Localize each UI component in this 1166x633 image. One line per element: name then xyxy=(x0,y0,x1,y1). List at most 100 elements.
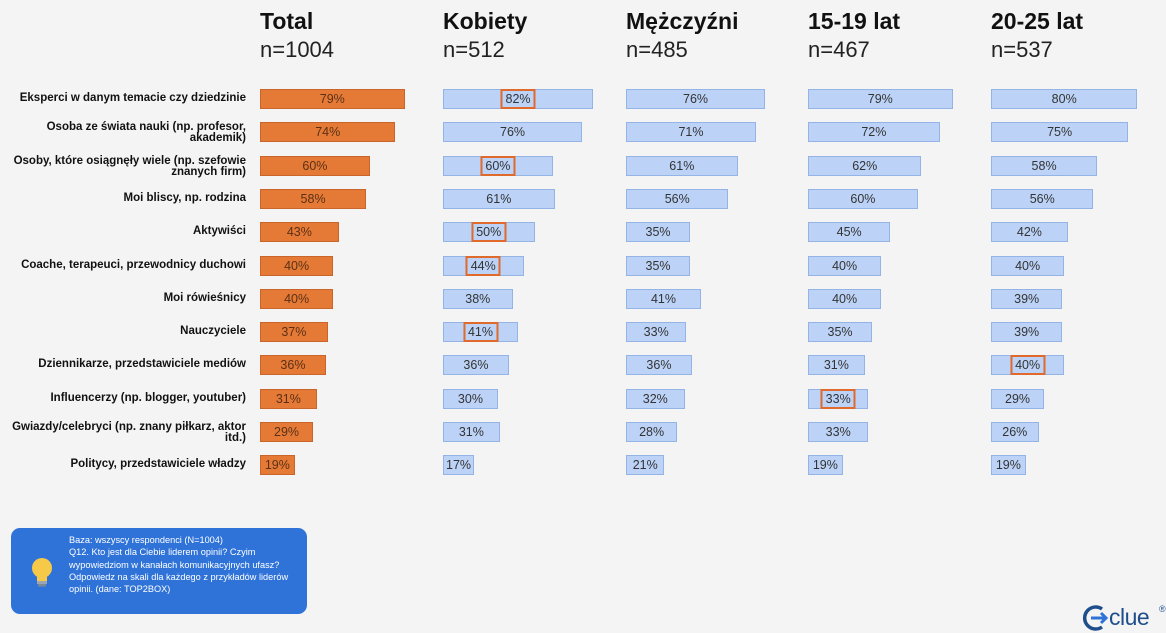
bar xyxy=(443,122,583,143)
series-title: 15-19 lat xyxy=(808,8,901,34)
bar xyxy=(626,388,685,409)
clue-logo: clue ® xyxy=(1082,602,1166,633)
category-label: Gwiazdy/celebryci (np. znany piłkarz, ak… xyxy=(12,421,246,444)
data-label: 29% xyxy=(1005,391,1031,406)
data-label: 36% xyxy=(646,358,672,373)
data-label: 76% xyxy=(683,92,709,106)
bar xyxy=(260,222,339,243)
category-label: Osoba ze świata nauki (np. profesor, aka… xyxy=(46,121,246,145)
data-label: 26% xyxy=(1002,425,1028,439)
bar xyxy=(808,89,953,109)
category-label: Moi bliscy, np. rodzina xyxy=(123,191,246,204)
bar xyxy=(260,322,328,343)
series-title: 20-25 lat xyxy=(991,8,1084,34)
data-label: 31% xyxy=(823,358,849,373)
bar xyxy=(443,422,500,442)
data-label: 60% xyxy=(850,191,876,206)
bar xyxy=(626,222,691,243)
data-label: 35% xyxy=(645,258,671,273)
data-label: 41% xyxy=(462,322,499,343)
bar xyxy=(991,322,1063,343)
bar xyxy=(626,422,678,442)
data-label: 36% xyxy=(463,358,489,373)
data-label: 30% xyxy=(457,391,483,406)
data-label: 19% xyxy=(995,458,1021,473)
data-label: 80% xyxy=(1051,92,1077,106)
category-label: Politycy, przedstawiciele władzy xyxy=(70,458,246,471)
bar xyxy=(260,455,295,476)
bar xyxy=(991,155,1098,176)
bar xyxy=(808,122,940,143)
data-label: 39% xyxy=(1014,291,1040,306)
data-label: 61% xyxy=(486,191,512,206)
data-label: 38% xyxy=(465,291,491,306)
data-label: 40% xyxy=(832,258,858,273)
data-label: 31% xyxy=(275,391,301,406)
data-label: 82% xyxy=(500,89,536,109)
data-label: 35% xyxy=(827,325,853,340)
bar xyxy=(443,455,475,476)
note-line: Q12. Kto jest dla Ciebie liderem opinii?… xyxy=(69,547,280,570)
data-label: 19% xyxy=(812,458,838,473)
bar xyxy=(808,155,922,176)
series-title: Total xyxy=(260,8,314,34)
bar xyxy=(626,255,691,276)
bar xyxy=(260,188,367,209)
bar xyxy=(626,288,702,309)
data-label: 19% xyxy=(264,458,290,473)
data-label: 71% xyxy=(678,125,704,140)
data-label: 56% xyxy=(1029,191,1055,206)
data-label: 33% xyxy=(825,425,851,439)
data-label: 41% xyxy=(650,291,677,306)
bar xyxy=(808,355,865,376)
bar xyxy=(443,355,509,376)
data-label: 36% xyxy=(280,358,306,373)
data-label: 33% xyxy=(643,325,669,340)
series-n: n=1004 xyxy=(260,37,335,62)
bar xyxy=(626,89,766,109)
bar xyxy=(808,455,843,476)
bar xyxy=(991,288,1063,309)
bar xyxy=(991,122,1129,143)
data-label: 40% xyxy=(284,291,310,306)
bar xyxy=(443,188,555,209)
bar xyxy=(260,255,334,276)
lightbulb-icon xyxy=(32,558,52,587)
category-label: Osoby, które osiągnęły wiele (np. szefow… xyxy=(13,154,246,178)
bar xyxy=(808,255,882,276)
category-label: Coache, terapeuci, przewodnicy duchowi xyxy=(21,258,246,271)
bar xyxy=(626,322,687,343)
data-label: 40% xyxy=(1010,355,1046,376)
data-label: 28% xyxy=(639,425,665,439)
data-label: 60% xyxy=(302,158,328,173)
bar xyxy=(260,355,326,376)
category-label: Moi rówieśnicy xyxy=(163,291,246,304)
data-label: 79% xyxy=(319,92,345,106)
bar xyxy=(260,422,314,442)
bar xyxy=(443,288,513,309)
data-label: 58% xyxy=(300,191,326,206)
data-label: 76% xyxy=(500,125,526,140)
data-label: 40% xyxy=(284,258,310,273)
bar xyxy=(808,188,918,209)
bar xyxy=(808,322,873,343)
series-n: n=512 xyxy=(443,37,505,62)
data-label: 37% xyxy=(281,325,307,340)
bar xyxy=(260,155,370,176)
bar xyxy=(991,255,1065,276)
data-label: 21% xyxy=(632,458,658,473)
bar xyxy=(260,122,396,143)
category-label: Influencerzy (np. blogger, youtuber) xyxy=(50,391,246,404)
series-n: n=537 xyxy=(991,37,1053,62)
data-label: 62% xyxy=(852,158,878,173)
series-n: n=467 xyxy=(808,37,870,62)
logo-text: clue xyxy=(1109,604,1150,630)
bar xyxy=(260,89,405,109)
data-label: 43% xyxy=(286,225,312,240)
clue-arrow-icon xyxy=(1082,605,1108,631)
logo-registered: ® xyxy=(1159,604,1166,614)
note-line: Odpowiedz na skali dla każdego z przykła… xyxy=(69,571,289,595)
bar xyxy=(808,288,882,309)
data-label: 35% xyxy=(645,225,671,240)
